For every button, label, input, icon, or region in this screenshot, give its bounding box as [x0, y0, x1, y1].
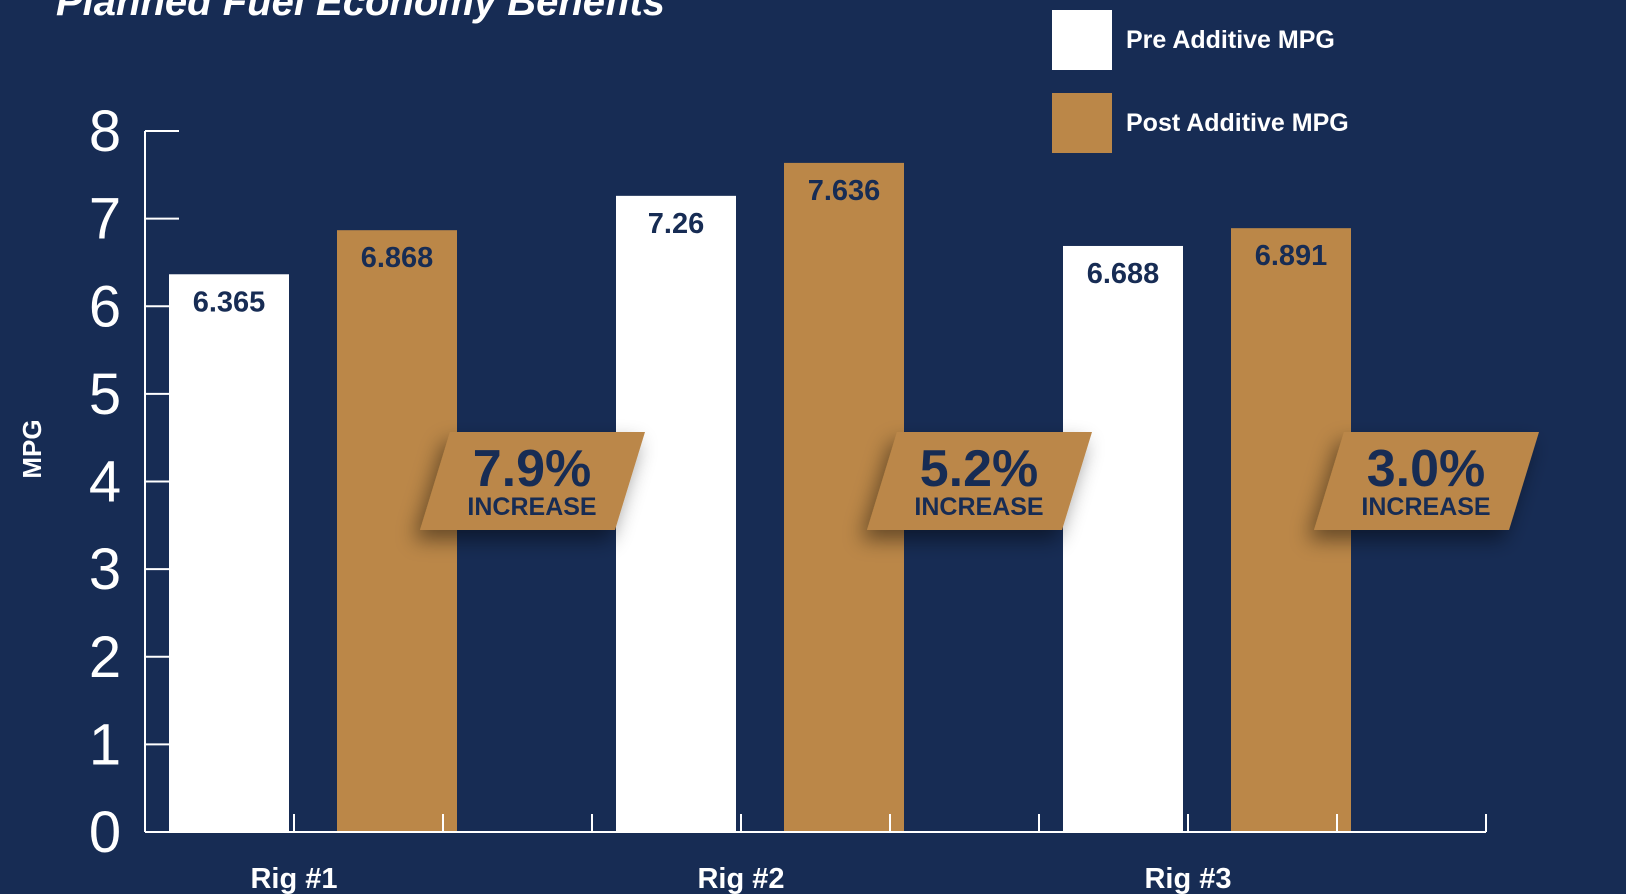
increase-tag-shape — [1314, 432, 1539, 530]
increase-tag-shape — [867, 432, 1092, 530]
y-tick-label: 2 — [89, 625, 121, 690]
bar-post-additive — [337, 230, 457, 832]
increase-tag: 3.0%INCREASE — [1314, 432, 1539, 530]
y-tick-label: 0 — [89, 800, 121, 865]
increase-percent: 5.2% — [920, 440, 1039, 498]
y-tick-label: 4 — [89, 450, 121, 515]
increase-tag: 5.2%INCREASE — [867, 432, 1092, 530]
y-tick-label: 7 — [89, 187, 121, 252]
category-label: Rig #3 — [1144, 863, 1231, 894]
increase-tag-shape — [420, 432, 645, 530]
y-tick-label: 6 — [89, 274, 121, 339]
bar-value-label: 6.868 — [361, 242, 434, 274]
increase-label: INCREASE — [914, 493, 1043, 521]
bar-value-label: 7.636 — [808, 175, 881, 207]
legend-item-pre: Pre Additive MPG — [1052, 10, 1335, 70]
bar-value-label: 6.891 — [1255, 240, 1328, 272]
increase-label: INCREASE — [467, 493, 596, 521]
y-tick-label: 8 — [89, 99, 121, 164]
legend-item-post: Post Additive MPG — [1052, 93, 1349, 153]
y-tick-label: 1 — [89, 712, 121, 777]
y-axis: 0 1 2 3 4 5 6 7 8 MPG — [17, 99, 179, 865]
legend-swatch-pre — [1052, 10, 1112, 70]
bar-pre-additive — [169, 274, 289, 833]
chart-title: Planned Fuel Economy Benefits — [56, 0, 666, 24]
y-axis-label: MPG — [17, 419, 47, 478]
bar-post-additive — [1231, 228, 1351, 832]
increase-label: INCREASE — [1361, 493, 1490, 521]
bars: 6.365 6.868 7.26 7.636 6.688 6.891 — [169, 162, 1351, 833]
increase-tag: 7.9%INCREASE — [420, 432, 645, 530]
legend-label-pre: Pre Additive MPG — [1126, 25, 1335, 54]
x-axis: Rig #1 Rig #2 Rig #3 — [145, 814, 1487, 894]
bar-value-label: 6.365 — [193, 286, 266, 318]
increase-percent: 7.9% — [473, 440, 592, 498]
bar-value-label: 6.688 — [1087, 258, 1160, 290]
legend-label-post: Post Additive MPG — [1126, 108, 1349, 137]
category-label: Rig #2 — [697, 863, 784, 894]
category-label: Rig #1 — [250, 863, 337, 894]
bar-pre-additive — [616, 195, 736, 832]
y-tick-label: 3 — [89, 537, 121, 602]
bar-value-label: 7.26 — [648, 208, 704, 240]
legend-swatch-post — [1052, 93, 1112, 153]
increase-percent: 3.0% — [1367, 440, 1486, 498]
bar-pre-additive — [1063, 245, 1183, 833]
y-tick-label: 5 — [89, 362, 121, 427]
